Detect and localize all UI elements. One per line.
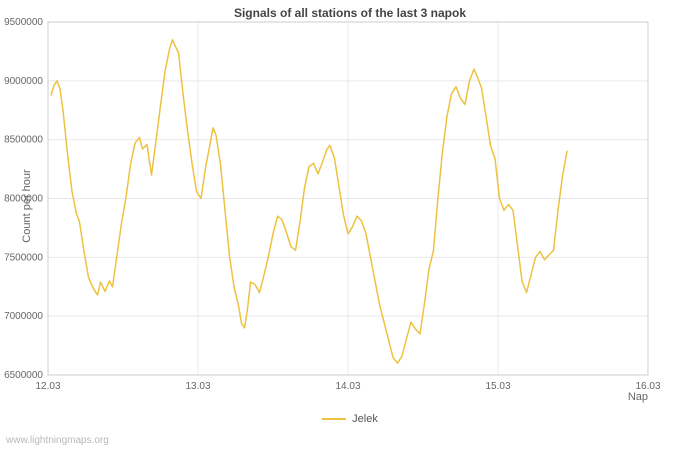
legend-series-label: Jelek <box>352 413 378 425</box>
chart-title: Signals of all stations of the last 3 na… <box>233 6 467 20</box>
chart-legend: Jelek <box>0 413 700 425</box>
y-tick-label: 9500000 <box>4 17 43 28</box>
y-tick-label: 9000000 <box>4 76 43 87</box>
plot-border <box>47 21 649 376</box>
legend-line-swatch <box>322 418 347 420</box>
x-axis-label: Nap <box>627 391 648 403</box>
y-axis-label: Count per hour <box>21 169 33 243</box>
x-tick-label: 12.03 <box>35 381 60 392</box>
x-tick-label: 14.03 <box>335 381 360 392</box>
x-tick-label: 16.03 <box>635 381 660 392</box>
y-tick-label: 8500000 <box>4 135 43 146</box>
x-tick-label: 15.03 <box>485 381 510 392</box>
watermark-link[interactable]: www.lightningmaps.org <box>6 435 109 446</box>
x-tick-label: 13.03 <box>185 381 210 392</box>
y-tick-label: 6500000 <box>4 370 43 381</box>
y-tick-label: 7000000 <box>4 311 43 322</box>
y-tick-label: 7500000 <box>4 252 43 263</box>
y-tick-label: 8000000 <box>4 194 43 205</box>
signal-line-series <box>50 38 568 364</box>
